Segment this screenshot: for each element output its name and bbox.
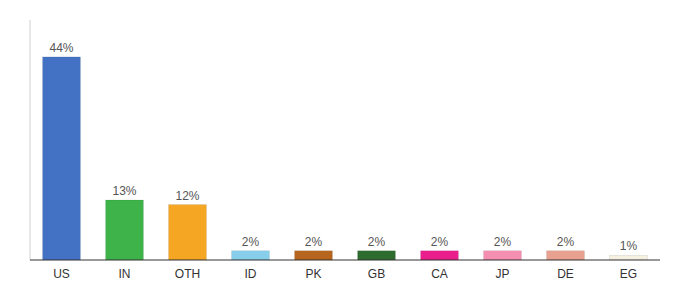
x-tick-label: EG — [620, 267, 637, 281]
data-label: 2% — [368, 235, 386, 249]
x-tick-label: CA — [431, 267, 448, 281]
data-label: 1% — [620, 239, 638, 253]
bar — [421, 251, 459, 260]
bar — [295, 251, 333, 260]
chart-container: 44% 13% 12% 2% 2% 2% 2% 2% 2% 1% US IN OTH ID PK GB CA JP… — [0, 0, 680, 300]
data-label: 44% — [49, 41, 73, 55]
data-label: 2% — [305, 235, 323, 249]
data-label: 2% — [557, 235, 575, 249]
x-tick-label: IN — [119, 267, 131, 281]
x-tick-label: US — [53, 267, 70, 281]
data-label: 2% — [242, 235, 260, 249]
x-axis-line — [30, 260, 660, 261]
x-tick-label: GB — [368, 267, 385, 281]
bar — [358, 251, 396, 260]
x-tick-label: OTH — [175, 267, 200, 281]
x-tick-label: DE — [557, 267, 574, 281]
bar — [547, 251, 585, 260]
data-label: 13% — [112, 184, 136, 198]
bar — [232, 251, 270, 260]
data-label: 2% — [494, 235, 512, 249]
data-label: 12% — [175, 189, 199, 203]
bar — [43, 57, 81, 260]
bar — [169, 205, 207, 260]
bars — [43, 57, 648, 260]
bar — [484, 251, 522, 260]
data-label: 2% — [431, 235, 449, 249]
y-axis-line — [30, 20, 31, 260]
chart: 44% 13% 12% 2% 2% 2% 2% 2% 2% 1% US IN OTH ID PK GB CA JP… — [0, 0, 680, 300]
x-tick-label: JP — [495, 267, 509, 281]
x-tick-label: ID — [245, 267, 257, 281]
bar — [610, 255, 648, 260]
x-tick-label: PK — [305, 267, 321, 281]
bar — [106, 200, 144, 260]
